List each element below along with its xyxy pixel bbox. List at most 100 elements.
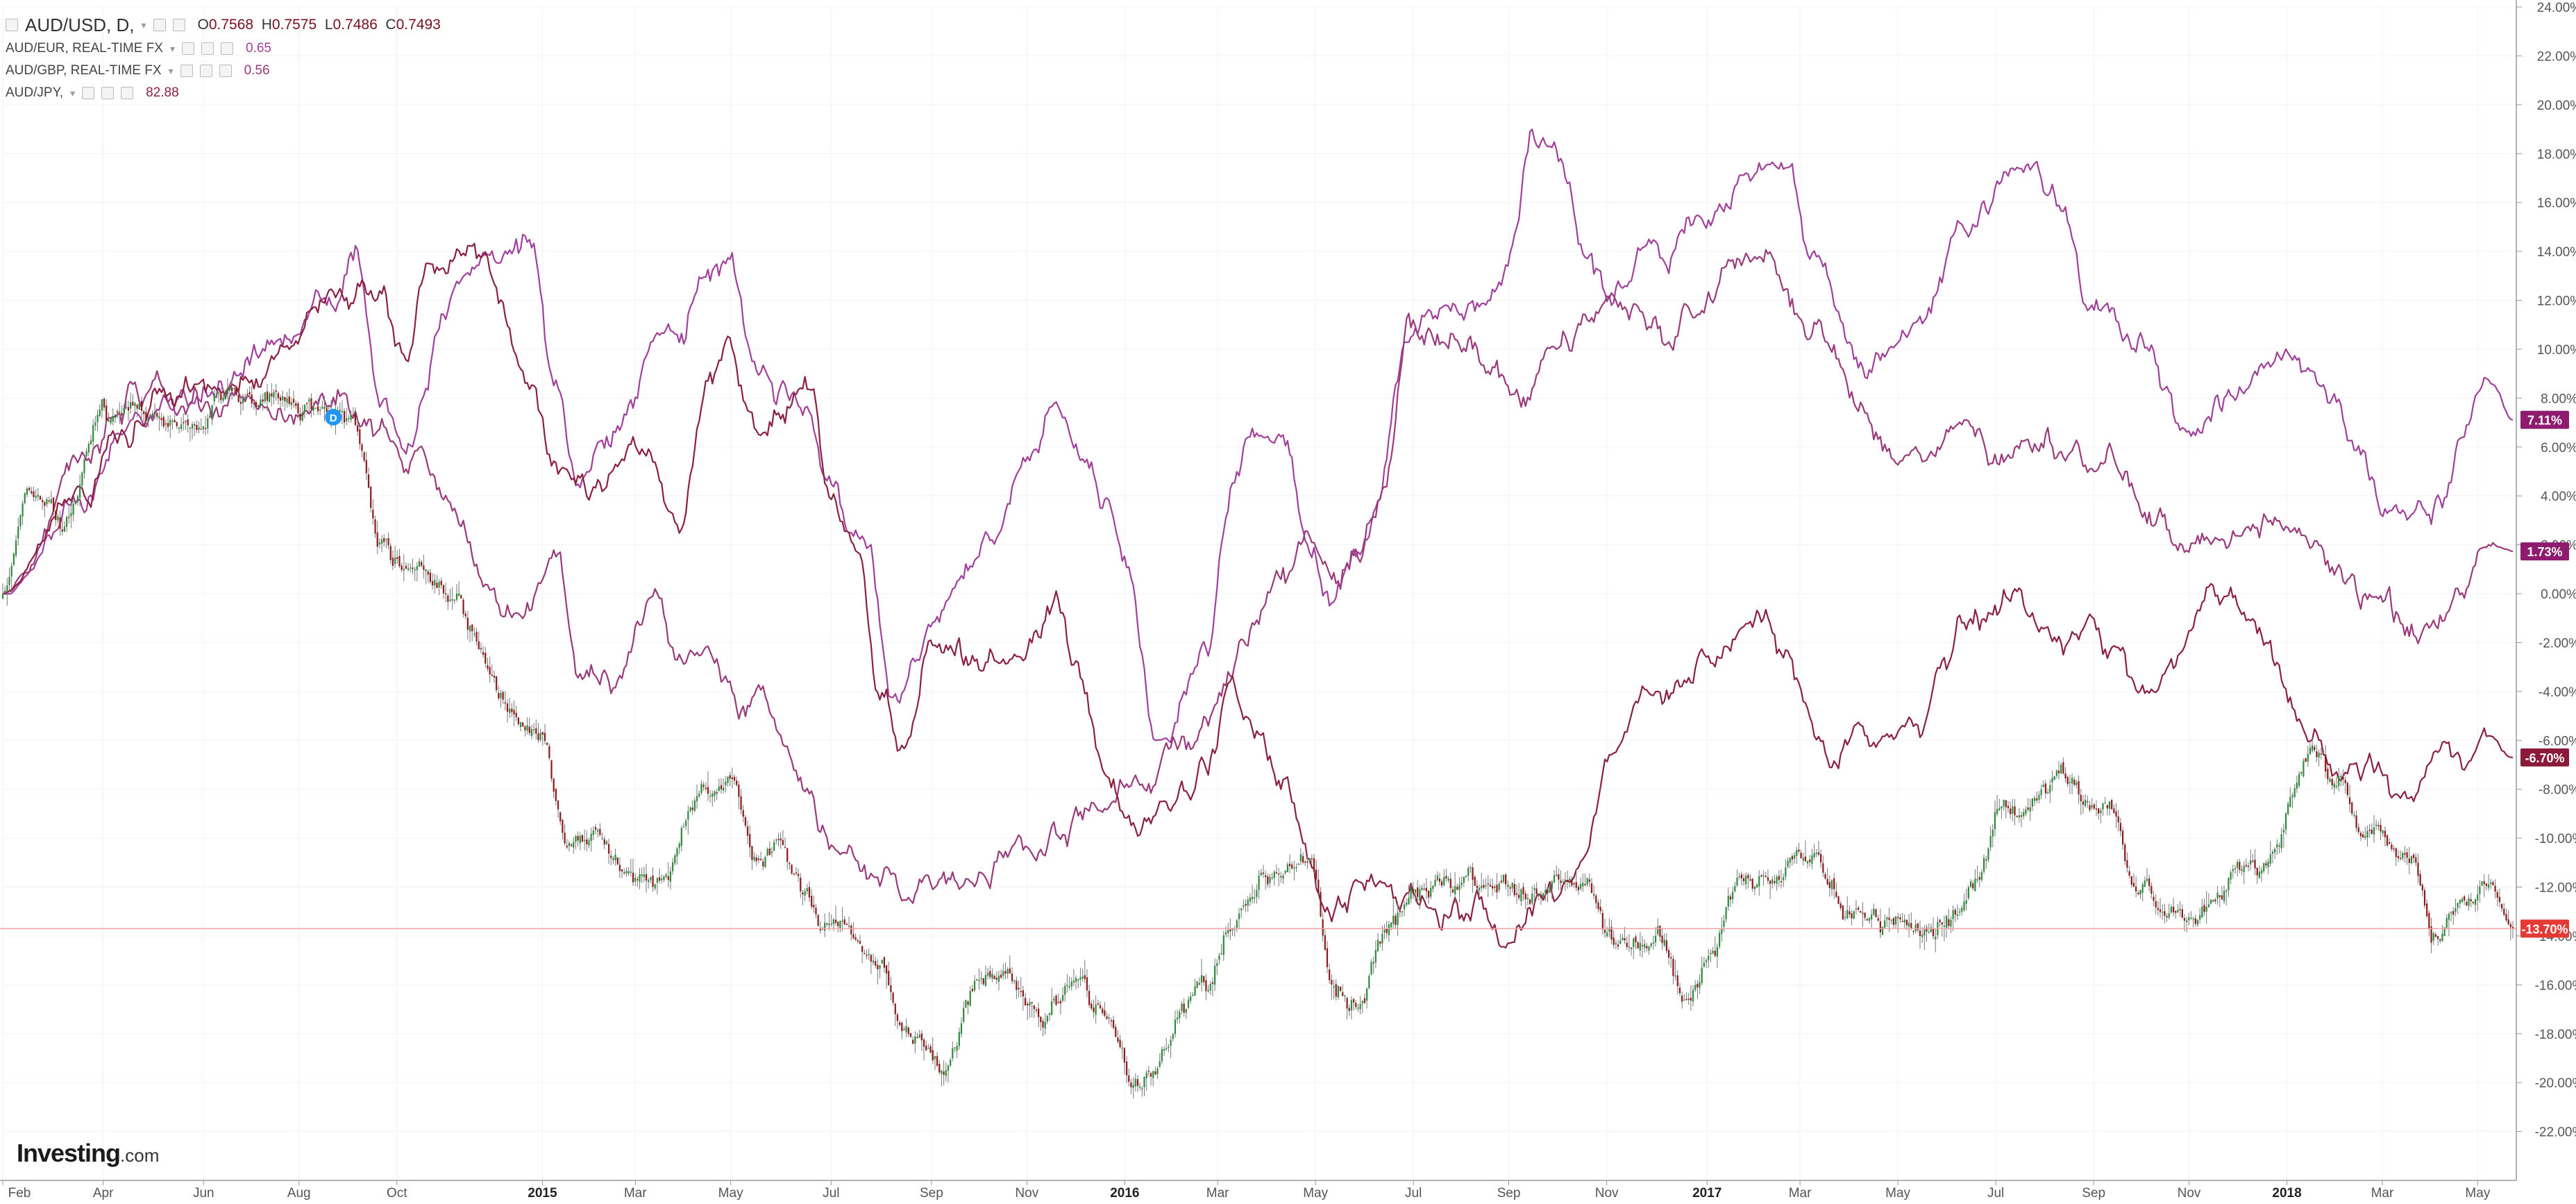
candle-body [712,793,714,797]
candle-body [2170,907,2173,912]
candle-body [757,858,760,860]
settings-icon[interactable] [180,65,193,77]
last-value-label: 7.11% [2527,414,2562,428]
candle-body [1939,919,1941,923]
close-icon[interactable] [121,87,134,99]
candle-body [1154,1071,1156,1075]
legend-row-aud-eur[interactable]: AUD/EUR, REAL-TIME FX ▾ 0.65 [6,37,441,60]
candle-body [1595,895,1597,903]
candle-body [808,887,811,898]
close-value: 0.7493 [396,17,441,33]
candle-body [2082,801,2085,805]
candle-body [2271,851,2274,854]
candle-body [1791,855,1793,860]
settings-icon[interactable] [82,87,95,99]
candle-body [24,493,26,503]
candle-body [2477,894,2479,901]
candle-body [1297,864,1299,865]
candle-body [2415,857,2417,863]
candle-body [258,405,260,408]
chevron-down-icon[interactable]: ▾ [141,19,146,31]
y-tick-label: -4.00% [2539,685,2576,700]
candle-body [1811,855,1813,864]
candle-body [550,760,553,779]
candle-body [1798,849,1800,852]
candle-body [1633,938,1635,948]
candle-body [2135,886,2137,892]
y-tick-label: 6.00% [2541,441,2576,455]
collapse-icon[interactable] [6,19,18,31]
candle-body [211,405,213,417]
candle-body [1732,892,1734,899]
candle-body [1168,1046,1170,1048]
candle-body [1386,928,1388,933]
candle-body [1282,876,1284,879]
candle-body [2267,861,2269,867]
candle-body [1324,935,1326,950]
candle-body [2450,912,2452,914]
candle-body [1697,983,1699,988]
candle-body [927,1048,929,1049]
candle-body [218,392,220,394]
candle-body [594,827,597,830]
candle-body [1908,922,1910,927]
settings-icon[interactable] [182,42,195,55]
candle-body [614,854,616,861]
candle-body [1161,1048,1163,1062]
candle-body [17,526,19,539]
chevron-down-icon[interactable]: ▾ [168,65,174,76]
candle-body [1224,932,1227,935]
candle-body [1663,939,1665,946]
visibility-icon[interactable] [199,65,212,77]
candle-body [2331,778,2333,786]
candle-body [971,989,973,992]
legend-main-series[interactable]: AUD/USD, D, ▾ O0.7568 H0.7575 L0.7486 C0… [6,12,441,37]
event-marker[interactable]: D [325,408,342,426]
chevron-down-icon[interactable]: ▾ [70,87,76,99]
candle-body [705,787,707,789]
candle-body [471,624,473,632]
candle-body [42,500,44,503]
candle-body [2284,813,2287,830]
candle-body [2344,780,2346,783]
candle-body [2192,918,2194,920]
candle-body [916,1037,918,1038]
candle-body [187,419,189,426]
y-tick-label: -6.00% [2539,734,2576,749]
candle-body [305,403,308,404]
candle-body [654,884,656,889]
candle-body [491,674,493,676]
candle-body [1322,919,1324,936]
candle-body [678,843,680,848]
candle-body [352,415,354,416]
y-tick-label: -20.00% [2535,1076,2576,1091]
legend-row-aud-gbp[interactable]: AUD/GBP, REAL-TIME FX ▾ 0.56 [6,60,441,82]
candle-body [2042,785,2044,787]
candle-body [1399,910,1401,912]
candle-body [33,491,35,497]
candle-body [57,516,59,521]
candle-body [4,590,6,592]
candle-body [1635,936,1637,942]
series-name: AUD/EUR, REAL-TIME FX [6,41,163,56]
legend-row-aud-jpy[interactable]: AUD/JPY, ▾ 82.88 [6,82,441,104]
event-marker-dot[interactable] [325,408,342,426]
candle-body [1579,883,1582,889]
close-icon[interactable] [221,42,234,55]
candle-body [1569,878,1571,881]
candle-body [1998,808,2001,810]
candle-body [1408,898,1410,905]
close-icon[interactable] [219,65,232,77]
candle-body [1685,999,1687,1001]
chevron-down-icon[interactable]: ▾ [169,42,176,54]
visibility-icon[interactable] [101,87,115,99]
x-tick-label: Jun [193,1186,214,1201]
candle-body [140,401,143,411]
visibility-icon[interactable] [201,42,214,55]
candle-body [222,397,224,401]
candle-body [650,877,652,880]
settings-icon[interactable] [153,19,166,31]
visibility-icon[interactable] [172,19,185,31]
x-tick-label: Jul [1987,1186,2004,1201]
